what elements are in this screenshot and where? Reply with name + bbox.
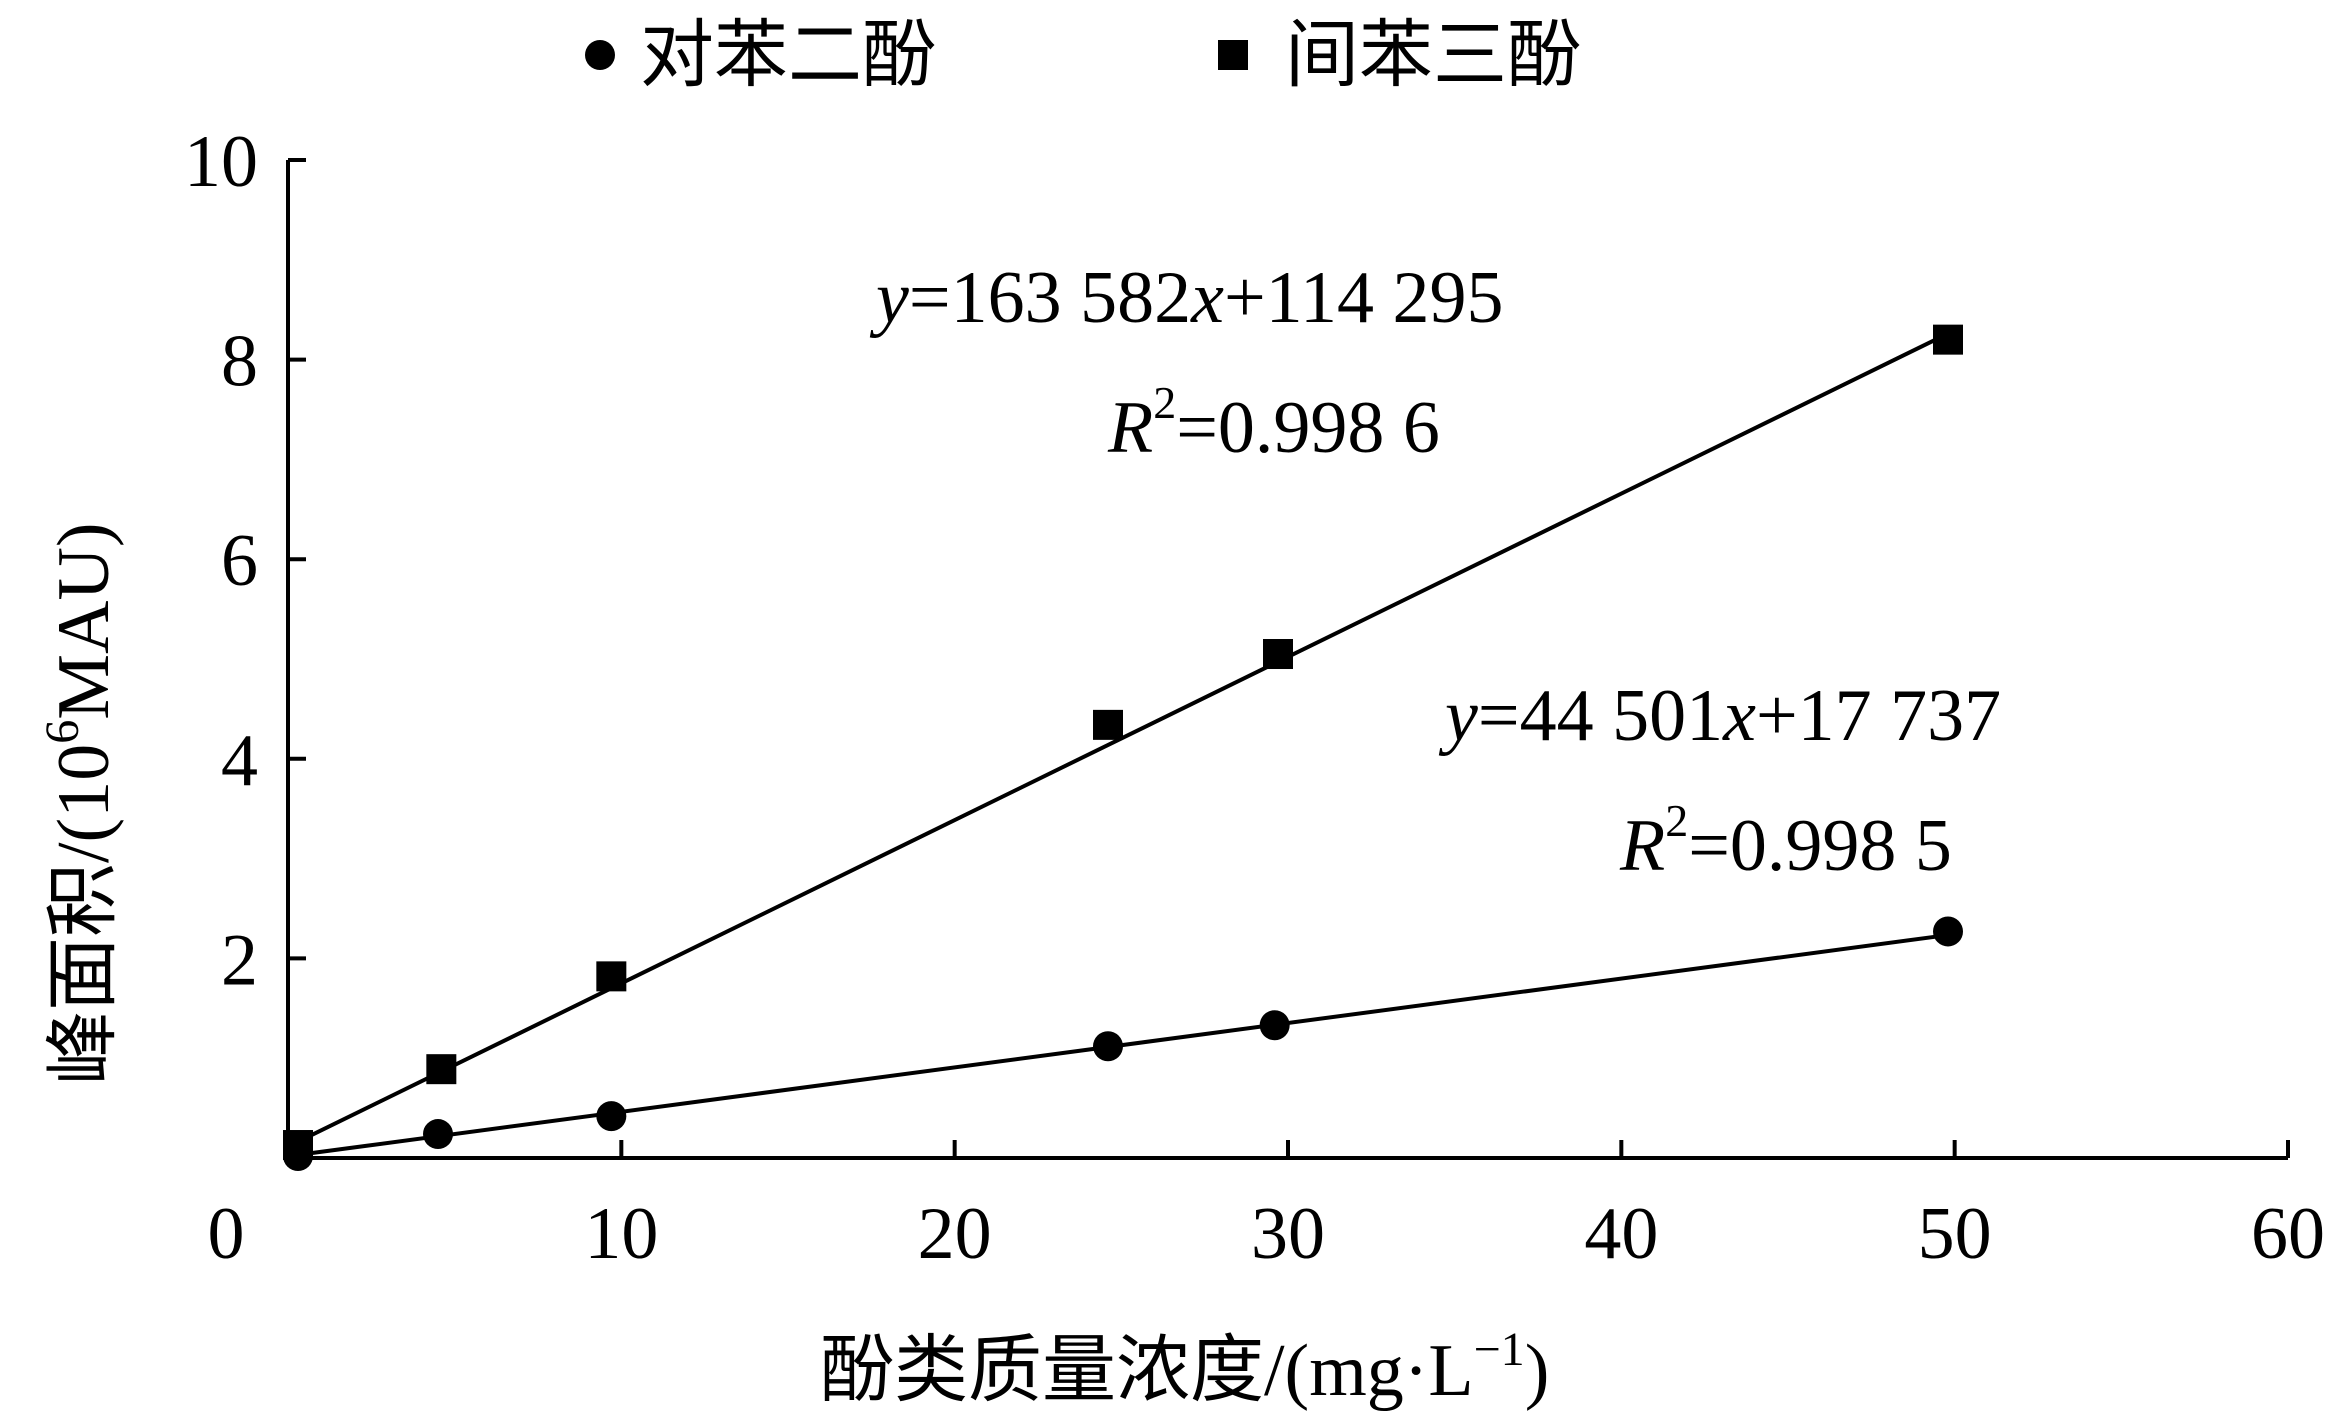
x-tick-label: 20 <box>918 1193 992 1275</box>
y-tick-label: 10 <box>184 121 258 203</box>
point-hydroquinone <box>1933 916 1963 947</box>
x-tick-label: 30 <box>1251 1193 1325 1275</box>
point-phloroglucinol <box>1093 709 1123 740</box>
point-phloroglucinol <box>596 961 627 992</box>
point-phloroglucinol <box>1933 324 1963 355</box>
point-phloroglucinol <box>426 1054 457 1085</box>
legend-marker-phloroglucinol <box>1218 40 1248 70</box>
y-ticks: 2 4 6 8 10 <box>184 121 306 1001</box>
x-tick-label: 0 <box>208 1193 245 1275</box>
point-phloroglucinol <box>1263 639 1293 670</box>
x-tick-label: 10 <box>584 1193 658 1275</box>
x-tick-label: 40 <box>1584 1193 1658 1275</box>
y-tick-label: 2 <box>221 919 258 1001</box>
x-tick-label: 50 <box>1918 1193 1992 1275</box>
point-phloroglucinol <box>283 1130 313 1161</box>
legend-label-phloroglucinol: 间苯三酚 <box>1285 15 1581 97</box>
point-hydroquinone <box>1259 1010 1290 1041</box>
point-hydroquinone <box>423 1119 453 1150</box>
fit-line-hydroquinone <box>297 933 1949 1157</box>
r-squared-hydroquinone: R2=0.998 5 <box>1619 795 1952 887</box>
point-hydroquinone <box>1093 1031 1123 1062</box>
legend-marker-hydroquinone <box>585 40 615 70</box>
y-tick-label: 6 <box>221 520 258 602</box>
x-ticks: 0 10 20 30 40 50 60 <box>208 1140 2325 1275</box>
legend-label-hydroquinone: 对苯二酚 <box>640 15 936 97</box>
equation-hydroquinone: y=44 501x+17 737 R2=0.998 5 <box>1438 675 2001 887</box>
equation-line-phloroglucinol: y=163 582x+114 295 <box>869 257 1503 339</box>
equation-line-hydroquinone: y=44 501x+17 737 <box>1438 675 2001 757</box>
data-markers <box>283 324 1963 1172</box>
x-tick-label: 60 <box>2251 1193 2325 1275</box>
r-squared-phloroglucinol: R2=0.998 6 <box>1107 377 1440 469</box>
y-axis-title: 峰面积/(106MAU) <box>36 522 125 1085</box>
x-axis-title: 酚类质量浓度/(mg·L−1) <box>820 1323 1549 1412</box>
legend: 对苯二酚 间苯三酚 <box>585 15 1581 97</box>
point-hydroquinone <box>596 1101 627 1132</box>
equation-phloroglucinol: y=163 582x+114 295 R2=0.998 6 <box>869 257 1503 469</box>
y-tick-label: 8 <box>221 321 258 403</box>
y-tick-label: 4 <box>221 720 258 802</box>
